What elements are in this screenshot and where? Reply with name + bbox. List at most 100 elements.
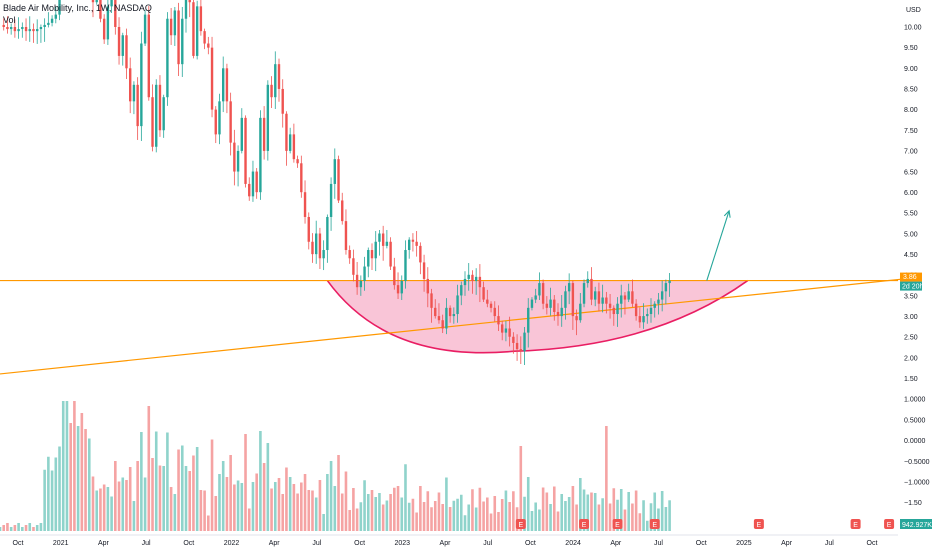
candle bbox=[437, 303, 441, 324]
volume-bar bbox=[240, 483, 244, 531]
volume-bar bbox=[54, 457, 58, 531]
volume-bar bbox=[370, 490, 374, 531]
volume-bar bbox=[110, 496, 113, 531]
candle bbox=[586, 271, 589, 288]
candle bbox=[504, 320, 508, 342]
candle bbox=[6, 16, 9, 34]
candle bbox=[597, 282, 601, 312]
earnings-marker-icon[interactable]: E bbox=[884, 519, 895, 529]
volume-bar bbox=[337, 455, 340, 531]
time-axis: Oct 2021 Apr Jul Oct 2022 Apr Jul Oct 2023 Apr Jul O… bbox=[0, 534, 898, 547]
volume-bar bbox=[590, 492, 593, 531]
candle bbox=[508, 316, 511, 347]
time-tick-label: Jul bbox=[654, 540, 663, 547]
candle bbox=[315, 220, 318, 264]
volume-indicator-label[interactable]: Vol bbox=[3, 15, 16, 25]
volume-bar bbox=[61, 401, 65, 531]
volume-bar bbox=[39, 523, 43, 531]
candle bbox=[363, 256, 366, 291]
volume-bar bbox=[121, 477, 125, 531]
volume-bar bbox=[586, 494, 590, 531]
price-tick-label: −0.5000 bbox=[904, 459, 930, 466]
volume-bar bbox=[288, 477, 292, 531]
candle bbox=[255, 168, 258, 199]
volume-bar bbox=[355, 508, 359, 531]
volume-bar bbox=[69, 423, 72, 531]
volume-bar bbox=[348, 510, 351, 531]
volume-bar bbox=[433, 501, 437, 531]
candle bbox=[396, 272, 400, 299]
volume-bar bbox=[207, 515, 210, 531]
volume-bar bbox=[35, 525, 39, 531]
candle bbox=[668, 272, 671, 297]
candle bbox=[560, 295, 563, 327]
candle bbox=[285, 111, 288, 166]
candle bbox=[605, 291, 608, 314]
arrow-head-icon bbox=[723, 209, 731, 218]
volume-bar bbox=[147, 406, 151, 531]
candle bbox=[307, 212, 310, 250]
price-tick-label: −1.0000 bbox=[904, 479, 930, 486]
candle bbox=[582, 279, 586, 308]
price-tick-label: 6.50 bbox=[904, 169, 918, 176]
volume-bar bbox=[300, 482, 303, 531]
earnings-marker-icon[interactable]: E bbox=[649, 519, 660, 529]
volume-bar bbox=[329, 461, 333, 531]
candle bbox=[486, 289, 489, 308]
volume-bar bbox=[281, 494, 285, 531]
candle bbox=[657, 292, 660, 315]
volume-bar bbox=[125, 480, 128, 531]
candle bbox=[627, 283, 630, 303]
cup-outline[interactable] bbox=[326, 279, 749, 354]
earnings-marker-icon[interactable]: E bbox=[579, 519, 590, 529]
volume-bar bbox=[582, 489, 586, 531]
breakout-arrow[interactable] bbox=[706, 210, 730, 281]
volume-bar bbox=[660, 491, 664, 531]
volume-bar bbox=[221, 461, 225, 531]
candle bbox=[125, 28, 128, 80]
volume-bar bbox=[184, 466, 188, 531]
candle bbox=[493, 301, 496, 322]
volume-bar bbox=[605, 426, 608, 531]
volume-bar bbox=[396, 486, 400, 531]
candle bbox=[244, 115, 247, 188]
candle bbox=[132, 81, 136, 115]
volume-bar bbox=[136, 461, 139, 531]
candle bbox=[274, 51, 277, 109]
candle bbox=[54, 6, 57, 24]
earnings-marker-icon[interactable]: E bbox=[612, 519, 623, 529]
candle bbox=[434, 299, 437, 319]
candle bbox=[381, 225, 385, 261]
candle bbox=[2, 18, 5, 31]
volume-bar bbox=[162, 466, 165, 531]
candle bbox=[649, 298, 653, 323]
candle bbox=[515, 334, 519, 361]
volume-bar bbox=[504, 490, 508, 531]
price-tick-label: 0.0000 bbox=[904, 438, 926, 445]
candle bbox=[151, 84, 154, 152]
candle bbox=[460, 281, 463, 306]
candle bbox=[136, 77, 139, 140]
time-tick-label: Jul bbox=[483, 540, 492, 547]
volume-bar bbox=[95, 490, 99, 531]
earnings-marker-icon[interactable]: E bbox=[515, 519, 526, 529]
time-tick-label: Jul bbox=[825, 540, 834, 547]
candle bbox=[251, 160, 255, 202]
candle bbox=[445, 298, 448, 335]
volume-bar bbox=[169, 487, 173, 531]
earnings-marker-icon[interactable]: E bbox=[850, 519, 861, 529]
candle bbox=[634, 299, 638, 321]
candle bbox=[166, 12, 169, 106]
candle bbox=[474, 268, 478, 295]
earnings-marker-icon[interactable]: E bbox=[753, 519, 764, 529]
candle bbox=[155, 79, 158, 153]
price-tick-label: 7.00 bbox=[904, 149, 918, 156]
volume-bar bbox=[575, 504, 578, 531]
trendline[interactable] bbox=[0, 278, 905, 375]
volume-bar bbox=[154, 431, 158, 531]
candle bbox=[638, 307, 642, 328]
volume-bar bbox=[266, 443, 270, 531]
candle bbox=[21, 22, 24, 38]
candle bbox=[653, 301, 656, 318]
